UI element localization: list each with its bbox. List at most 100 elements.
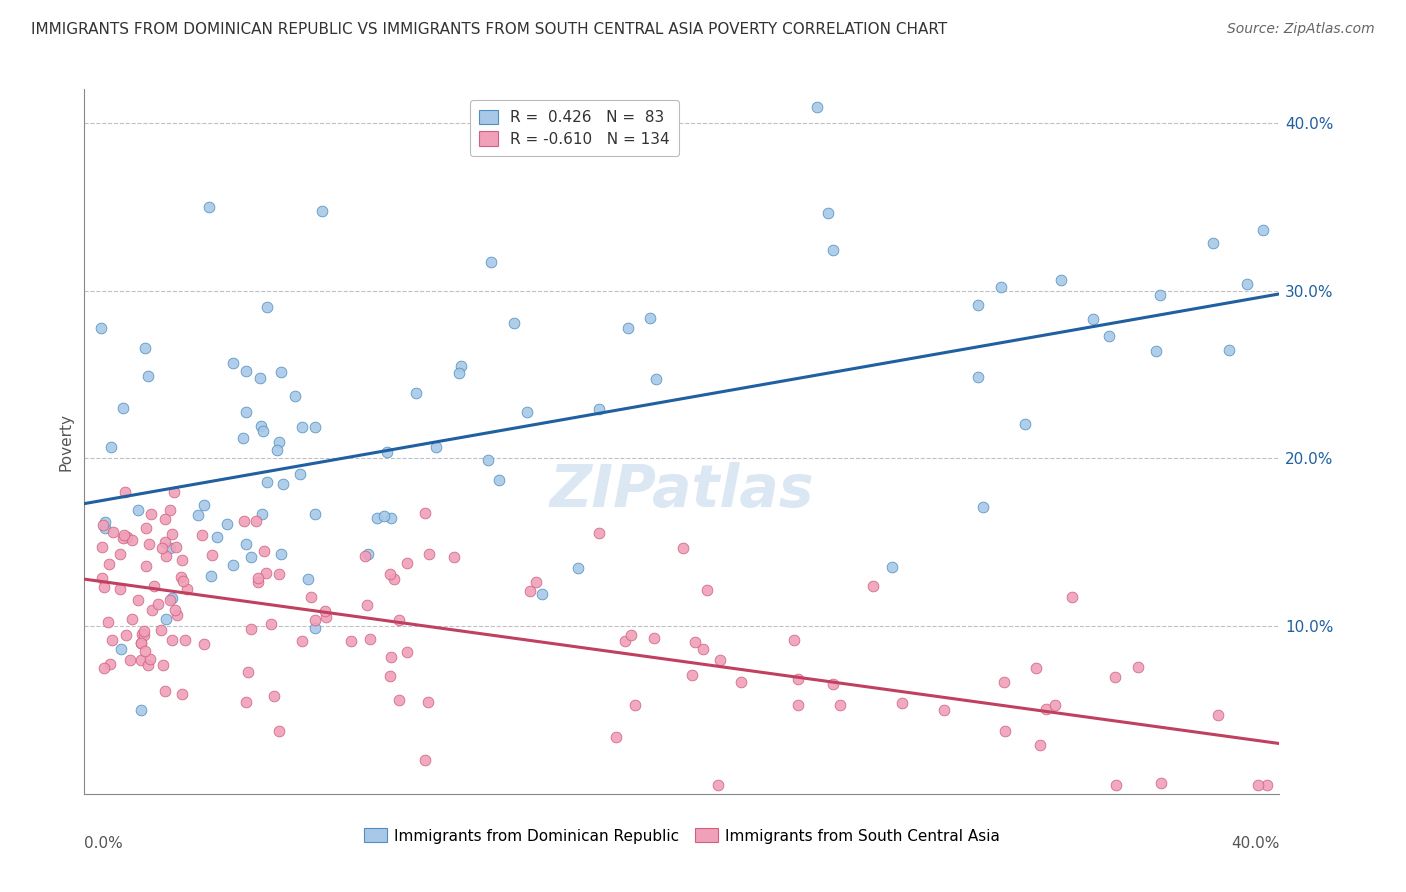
Point xyxy=(134,628,156,642)
Point xyxy=(245,514,267,528)
Point xyxy=(101,525,124,540)
Point xyxy=(359,632,381,646)
Point xyxy=(193,637,215,651)
Point xyxy=(683,635,706,649)
Point xyxy=(304,508,326,522)
Point xyxy=(170,687,193,701)
Point xyxy=(235,405,257,419)
Point xyxy=(503,316,526,330)
Point xyxy=(967,298,990,312)
Point xyxy=(269,566,291,581)
Point xyxy=(488,474,510,488)
Point xyxy=(222,356,245,370)
Text: Source: ZipAtlas.com: Source: ZipAtlas.com xyxy=(1227,22,1375,37)
Point xyxy=(1014,417,1036,432)
Point xyxy=(966,370,988,384)
Point xyxy=(149,623,172,637)
Point xyxy=(174,633,197,648)
Point xyxy=(786,698,808,713)
Point xyxy=(291,420,314,434)
Text: ZIPatlas: ZIPatlas xyxy=(550,462,814,519)
Point xyxy=(155,549,177,563)
Point xyxy=(1035,702,1057,716)
Point xyxy=(93,580,115,594)
Text: 0.0%: 0.0% xyxy=(84,836,124,851)
Point xyxy=(127,593,149,607)
Point xyxy=(447,366,470,380)
Point xyxy=(139,652,162,666)
Point xyxy=(1247,779,1270,793)
Point xyxy=(232,431,254,445)
Point xyxy=(176,582,198,596)
Legend: R =  0.426   N =  83, R = -0.610   N = 134: R = 0.426 N = 83, R = -0.610 N = 134 xyxy=(470,101,679,156)
Point xyxy=(932,703,955,717)
Point xyxy=(256,300,278,314)
Text: IMMIGRANTS FROM DOMINICAN REPUBLIC VS IMMIGRANTS FROM SOUTH CENTRAL ASIA POVERTY: IMMIGRANTS FROM DOMINICAN REPUBLIC VS IM… xyxy=(31,22,948,37)
Point xyxy=(159,541,181,555)
Point xyxy=(356,598,378,612)
Point xyxy=(314,604,336,618)
Point xyxy=(187,508,209,523)
Point xyxy=(94,521,117,535)
Point xyxy=(1105,779,1128,793)
Point xyxy=(311,204,333,219)
Point xyxy=(131,627,153,641)
Point xyxy=(516,405,538,419)
Point xyxy=(153,684,176,698)
Point xyxy=(252,507,274,521)
Point xyxy=(121,612,143,626)
Point xyxy=(395,644,418,658)
Point xyxy=(891,696,914,710)
Point xyxy=(215,516,238,531)
Point xyxy=(271,477,294,491)
Point xyxy=(588,526,610,541)
Point xyxy=(567,561,589,575)
Point xyxy=(159,502,181,516)
Point xyxy=(127,502,149,516)
Point xyxy=(190,528,212,542)
Point xyxy=(253,543,276,558)
Point xyxy=(98,657,121,671)
Point xyxy=(373,508,395,523)
Point xyxy=(170,570,193,584)
Point xyxy=(172,574,194,589)
Point xyxy=(1253,223,1275,237)
Point xyxy=(1149,288,1171,302)
Point xyxy=(236,665,259,680)
Point xyxy=(139,507,162,521)
Point xyxy=(97,557,120,571)
Point xyxy=(530,587,553,601)
Point xyxy=(672,541,695,555)
Point xyxy=(880,559,903,574)
Point xyxy=(1104,670,1126,684)
Point xyxy=(806,100,828,114)
Point xyxy=(382,572,405,586)
Point xyxy=(638,310,661,325)
Point xyxy=(380,510,402,524)
Point xyxy=(696,583,718,598)
Point xyxy=(129,653,152,667)
Point xyxy=(366,510,388,524)
Point xyxy=(605,730,627,744)
Point xyxy=(524,575,547,590)
Point xyxy=(692,642,714,657)
Point xyxy=(129,636,152,650)
Point xyxy=(129,636,152,650)
Point xyxy=(252,425,274,439)
Point xyxy=(519,584,541,599)
Point xyxy=(135,521,157,535)
Point xyxy=(783,633,806,648)
Point xyxy=(254,566,277,581)
Point xyxy=(266,443,288,458)
Text: 40.0%: 40.0% xyxy=(1232,836,1279,851)
Point xyxy=(198,201,221,215)
Point xyxy=(378,669,401,683)
Point xyxy=(165,541,187,555)
Point xyxy=(263,689,285,703)
Point xyxy=(136,658,159,673)
Point xyxy=(1256,779,1278,793)
Point xyxy=(1206,707,1229,722)
Point xyxy=(730,675,752,690)
Point xyxy=(138,537,160,551)
Point xyxy=(112,532,135,546)
